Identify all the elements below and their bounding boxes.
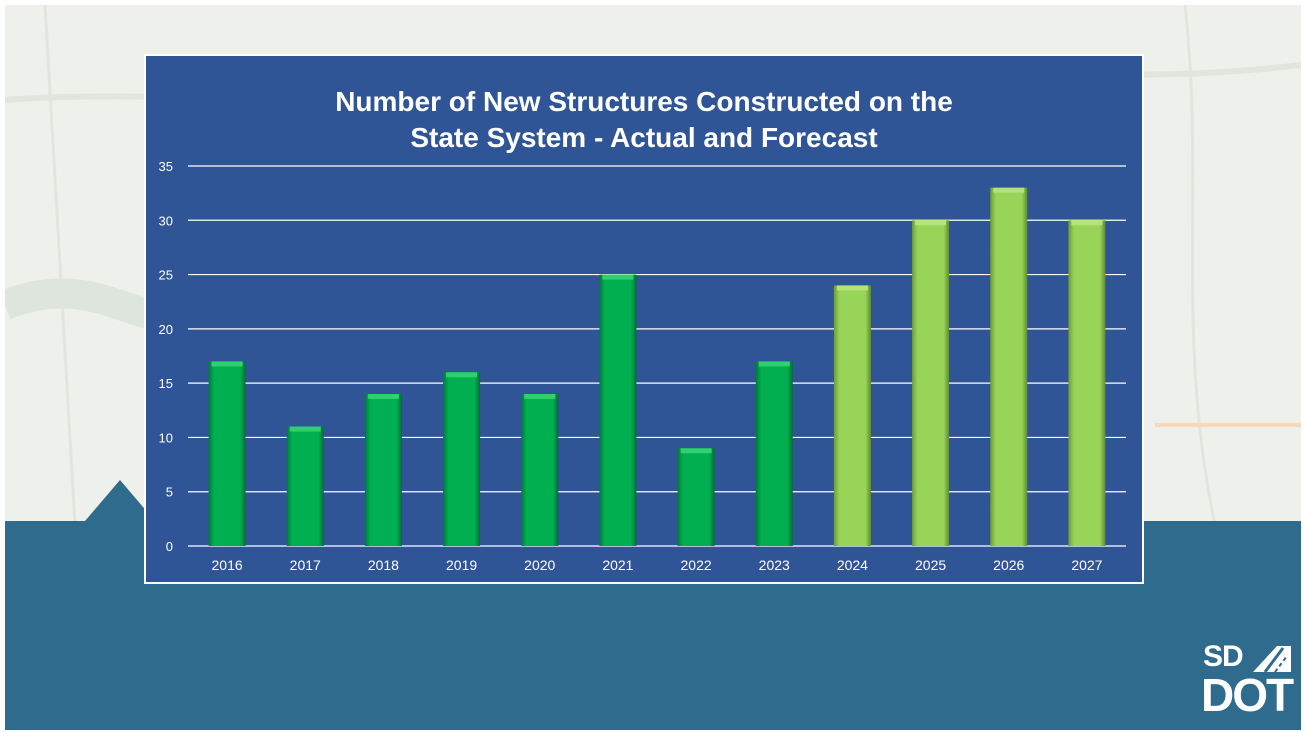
bar-highlight	[524, 394, 556, 399]
road-icon	[1253, 646, 1291, 673]
logo-sd-text: SD	[1203, 640, 1244, 673]
x-tick-label: 2027	[1071, 557, 1102, 573]
bar	[833, 285, 871, 546]
bar-highlight	[915, 220, 947, 226]
chart-title: Number of New Structures Constructed on …	[146, 84, 1142, 156]
bar	[1068, 220, 1106, 547]
bar-highlight	[211, 361, 243, 367]
bar-highlight	[993, 187, 1025, 193]
chart-panel: 0 5 10 15 20 25 30 35 2016 2017 2018 2019 2020 2021 2…	[144, 54, 1144, 584]
bar	[443, 372, 481, 546]
y-tick-label: 15	[159, 376, 173, 391]
bar	[599, 274, 637, 546]
x-tick-label: 2020	[524, 557, 555, 573]
y-tick-label: 0	[166, 539, 173, 554]
chart-title-line-2: State System - Actual and Forecast	[410, 122, 878, 153]
x-tick-label: 2023	[759, 557, 790, 573]
gridlines	[188, 165, 1126, 547]
x-tick-label: 2024	[837, 557, 868, 573]
bar-highlight	[836, 285, 868, 291]
x-tick-label: 2018	[368, 557, 399, 573]
y-tick-label: 20	[159, 322, 173, 337]
slide: 0 5 10 15 20 25 30 35 2016 2017 2018 2019 2020 2021 2…	[5, 5, 1301, 730]
x-axis-ticks: 2016 2017 2018 2019 2020 2021 2022 2023 2024 2025…	[212, 557, 1103, 573]
bar-highlight	[367, 394, 399, 399]
x-tick-label: 2026	[993, 557, 1024, 573]
y-tick-label: 25	[159, 268, 173, 283]
bar-highlight	[446, 372, 478, 378]
bar	[364, 394, 402, 546]
x-tick-label: 2025	[915, 557, 946, 573]
bar-highlight	[758, 361, 790, 367]
bar	[677, 448, 715, 546]
x-tick-label: 2017	[290, 557, 321, 573]
bar	[990, 187, 1028, 546]
bars	[208, 187, 1106, 547]
logo-dot-text: DOT	[1201, 669, 1294, 721]
bar	[912, 220, 950, 547]
bar	[208, 361, 246, 546]
y-tick-label: 30	[159, 213, 173, 228]
y-axis-ticks: 0 5 10 15 20 25 30 35	[159, 159, 173, 554]
bar-highlight	[680, 448, 712, 454]
bar-highlight	[289, 426, 321, 432]
chart-title-line-1: Number of New Structures Constructed on …	[335, 86, 953, 117]
x-tick-label: 2022	[681, 557, 712, 573]
x-tick-label: 2016	[212, 557, 243, 573]
bar	[286, 426, 324, 546]
y-tick-label: 35	[159, 159, 173, 174]
bar	[755, 361, 793, 546]
y-tick-label: 10	[159, 430, 173, 445]
sd-dot-logo: SD DOT	[1201, 640, 1294, 722]
bar-highlight	[1071, 220, 1103, 226]
x-tick-label: 2019	[446, 557, 477, 573]
x-tick-label: 2021	[602, 557, 633, 573]
bar	[521, 394, 559, 546]
y-tick-label: 5	[166, 485, 173, 500]
bar-highlight	[602, 274, 634, 280]
